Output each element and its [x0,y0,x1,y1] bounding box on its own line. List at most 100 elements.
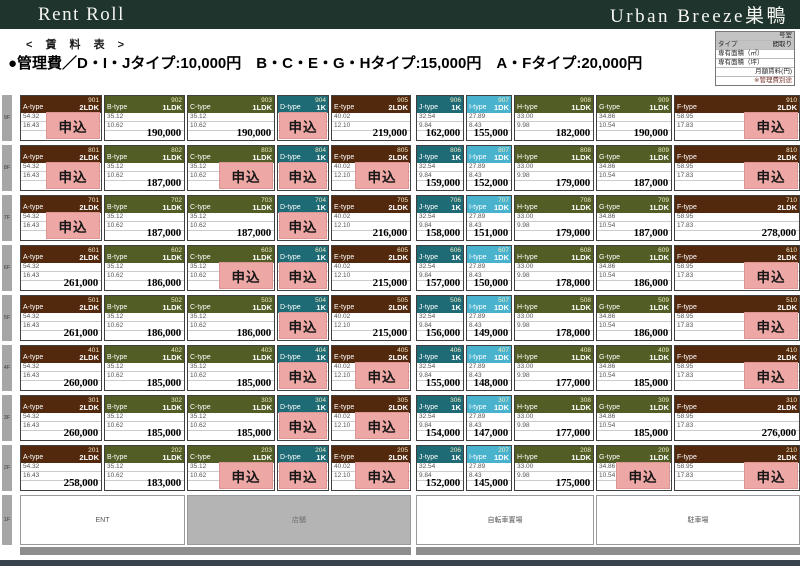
unit-area-m2: 54.32 [21,463,101,472]
unit-area-m2: 33.00 [515,413,593,422]
applied-badge: 申込 [46,112,100,139]
unit-number: 510 [786,297,797,304]
unit-layout-label: 1LDK [649,353,669,362]
unit-type-line: E-type 2LDK [334,404,408,412]
unit-layout-label: 1LDK [252,153,272,162]
unit-body-706: 32.54 9.84 158,000 [417,213,463,240]
unit-type-label: E-type [334,204,355,211]
unit-layout-label: 1DK [493,403,509,412]
unit-number: 406 [450,347,461,354]
applied-badge: 申込 [279,312,327,339]
unit-type-label: A-type [23,354,44,361]
unit-cell-801: 801 A-type 2LDK 54.32 16.43 申込 [20,145,102,191]
unit-body-304: 30.239.14申込 [278,412,328,440]
unit-body-507: 27.89 8.43 149,000 [467,313,511,340]
unit-area-tsubo: 10.54 [597,222,671,231]
unit-type-label: G-type [599,404,621,411]
unit-header-910: 910 F-type 2LDK [675,96,799,113]
unit-rent-value: 276,000 [761,427,797,439]
unit-header-604: 604 D-type 1K [278,246,328,263]
unit-area-tsubo: 10.62 [105,172,184,181]
unit-rent-value: 190,000 [146,127,182,139]
floor-label-5F: 5F [2,295,12,341]
unit-area-tsubo: 10.62 [188,222,274,231]
unit-rent-value: 158,000 [425,227,461,239]
unit-area-m2: 40.02 [332,213,410,222]
unit-rent-value: 186,000 [633,277,669,289]
unit-body-906: 32.54 9.84 162,000 [417,113,463,140]
unit-area-m2: 58.95 [675,163,799,172]
unit-layout-label: 1LDK [162,153,182,162]
unit-type-label: J-type [419,254,439,261]
unit-number: 708 [580,197,591,204]
unit-type-line: H-type 1LDK [517,404,591,412]
unit-layout-label: 1DK [493,453,509,462]
unit-area-m2: 33.00 [515,163,593,172]
unit-body-807: 27.89 8.43 152,000 [467,163,511,190]
unit-cell-203: 203 C-type 1LDK 35.12 10.62 申込 [187,445,275,491]
unit-type-label: F-type [677,454,697,461]
unit-cell-603: 603 C-type 1LDK 35.12 10.62 申込 [187,245,275,291]
unit-type-line: F-type 2LDK [677,154,797,162]
legend-rent-label: 月額賃料(円) [755,68,792,75]
unit-layout-label: 1LDK [252,203,272,212]
unit-body-908: 33.00 9.98 182,000 [515,113,593,140]
unit-header-408: 408 H-type 1LDK [515,346,593,363]
unit-type-line: C-type 1LDK [190,404,272,412]
unit-layout-label: 1LDK [649,403,669,412]
unit-layout-label: 2LDK [79,103,99,112]
unit-number: 403 [261,347,272,354]
unit-cell-909: 909 G-type 1LDK 34.86 10.54 190,000 [596,95,672,141]
unit-number: 407 [498,347,509,354]
unit-area-tsubo: 9.98 [515,472,593,481]
unit-rent-value: 187,000 [146,227,182,239]
unit-type-label: H-type [517,404,538,411]
unit-rent-value: 179,000 [555,227,591,239]
unit-rent-value: 187,000 [146,177,182,189]
unit-header-504: 504 D-type 1K [278,296,328,313]
unit-number: 802 [171,147,182,154]
unit-type-label: D-type [280,104,301,111]
unit-type-label: F-type [677,204,697,211]
unit-header-503: 503 C-type 1LDK [188,296,274,313]
unit-cell-804: 804 D-type 1K30.239.14申込 [277,145,329,191]
unit-type-line: D-type 1K [280,104,326,112]
unit-cell-407: 407 I-type 1DK 27.89 8.43 148,000 [466,345,512,391]
unit-layout-label: 1K [451,103,461,112]
unit-cell-301: 301 A-type 2LDK 54.32 16.43 260,000 [20,395,102,441]
unit-type-line: D-type 1K [280,254,326,262]
unit-area-m2: 35.12 [188,363,274,372]
unit-cell-807: 807 I-type 1DK 27.89 8.43 152,000 [466,145,512,191]
unit-type-label: C-type [190,304,211,311]
building-grid: 9F 901 A-type 2LDK 54.32 16.43 申込 902 B-type 1LDK… [2,95,800,555]
applied-badge: 申込 [355,412,409,439]
unit-cell-602: 602 B-type 1LDK 35.12 10.62 186,000 [104,245,185,291]
unit-type-label: C-type [190,104,211,111]
unit-rent-value: 186,000 [146,327,182,339]
unit-area-tsubo: 9.98 [515,272,593,281]
unit-type-label: A-type [23,304,44,311]
unit-type-label: D-type [280,404,301,411]
applied-badge: 申込 [355,362,409,389]
unit-layout-label: 1K [451,153,461,162]
unit-area-m2: 27.89 [467,413,511,422]
unit-body-902: 35.12 10.62 190,000 [105,113,184,140]
unit-layout-label: 2LDK [388,203,408,212]
unit-type-line: A-type 2LDK [23,404,99,412]
unit-body-210: 58.95 17.83 申込 [675,462,799,490]
unit-area-tsubo: 9.84 [417,322,463,331]
unit-type-label: H-type [517,254,538,261]
unit-header-302: 302 B-type 1LDK [105,396,184,413]
unit-rent-value: 148,000 [473,377,509,389]
unit-cell-907: 907 I-type 1DK 27.89 8.43 155,000 [466,95,512,141]
unit-header-206: 206 J-type 1K [417,446,463,463]
unit-number: 605 [397,247,408,254]
unit-type-line: E-type 2LDK [334,304,408,312]
unit-layout-label: 1LDK [649,103,669,112]
unit-body-703: 35.12 10.62 187,000 [188,213,274,240]
unit-area-tsubo: 9.84 [417,122,463,131]
applied-badge: 申込 [616,462,670,489]
unit-layout-label: 1LDK [162,203,182,212]
unit-area-m2: 58.95 [675,413,799,422]
unit-number: 410 [786,347,797,354]
